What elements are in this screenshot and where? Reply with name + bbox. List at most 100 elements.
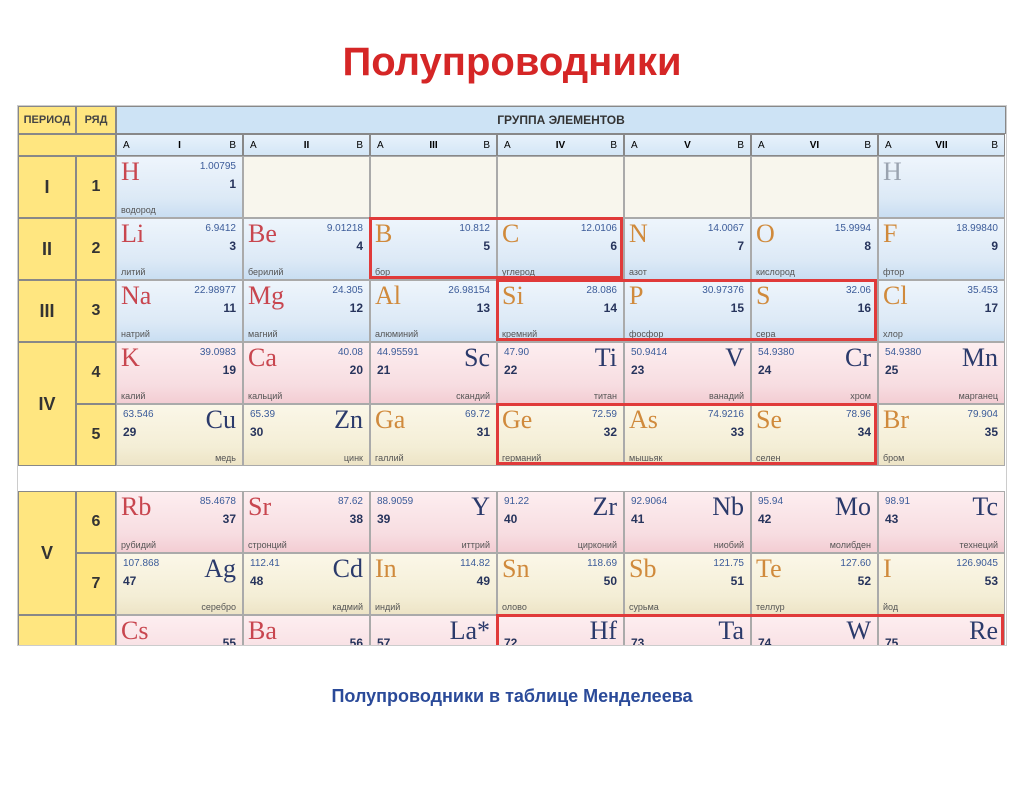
- row-1: 1: [76, 156, 116, 218]
- element-mass: 9.01218: [327, 223, 363, 234]
- caption: Полупроводники в таблице Менделеева: [0, 686, 1024, 707]
- element-cell-Se: Se 78.96 34 селен: [751, 404, 878, 466]
- period-III: III: [18, 280, 76, 342]
- period-V: V: [18, 491, 76, 615]
- header-period: ПЕРИОД: [18, 106, 76, 134]
- element-number: 49: [477, 574, 490, 588]
- element-number: 15: [731, 301, 744, 315]
- element-number: 14: [604, 301, 617, 315]
- element-symbol: Hf: [590, 618, 617, 644]
- element-name: натрий: [121, 329, 150, 339]
- element-number: 74: [758, 636, 771, 645]
- element-number: 23: [631, 363, 644, 377]
- element-cell-Ge: Ge 72.59 32 германий: [497, 404, 624, 466]
- element-name: сера: [756, 329, 776, 339]
- element-number: 73: [631, 636, 644, 645]
- element-mass: 98.91: [885, 496, 910, 507]
- element-cell-Li: Li 6.9412 3 литий: [116, 218, 243, 280]
- element-number: 33: [731, 425, 744, 439]
- element-mass: 78.96: [846, 409, 871, 420]
- element-cell-H: H: [878, 156, 1005, 218]
- element-number: 37: [223, 512, 236, 526]
- element-number: 25: [885, 363, 898, 377]
- element-name: магний: [248, 329, 278, 339]
- element-symbol: Cl: [883, 283, 908, 309]
- element-name: углерод: [502, 267, 535, 277]
- element-name: рубидий: [121, 540, 156, 550]
- element-symbol: Rb: [121, 494, 151, 520]
- element-number: 8: [864, 239, 871, 253]
- element-name: стронций: [248, 540, 287, 550]
- element-name: бром: [883, 453, 904, 463]
- element-cell-Mg: Mg 24.305 12 магний: [243, 280, 370, 342]
- element-mass: 14.0067: [708, 223, 744, 234]
- element-name: кислород: [756, 267, 795, 277]
- element-symbol: Na: [121, 283, 151, 309]
- element-mass: 92.9064: [631, 496, 667, 507]
- element-mass: 74.9216: [708, 409, 744, 420]
- element-name: иттрий: [462, 540, 490, 550]
- element-number: 47: [123, 574, 136, 588]
- element-mass: 35.453: [967, 285, 998, 296]
- element-number: 51: [731, 574, 744, 588]
- element-number: 31: [477, 425, 490, 439]
- element-name: германий: [502, 453, 541, 463]
- element-number: 9: [991, 239, 998, 253]
- element-number: 39: [377, 512, 390, 526]
- element-name: индий: [375, 602, 400, 612]
- element-symbol: Te: [756, 556, 782, 582]
- element-name: технеций: [959, 540, 998, 550]
- element-symbol: H: [883, 159, 902, 185]
- element-name: кремний: [502, 329, 537, 339]
- element-cell-Cd: Cd 112.41 48 кадмий: [243, 553, 370, 615]
- element-number: 29: [123, 425, 136, 439]
- element-name: водород: [121, 205, 156, 215]
- element-symbol: H: [121, 159, 140, 185]
- element-cell-Cr: Cr 54.9380 24 хром: [751, 342, 878, 404]
- element-mass: 112.41: [250, 558, 280, 569]
- element-symbol: Cd: [333, 556, 363, 582]
- element-number: 41: [631, 512, 644, 526]
- element-symbol: As: [629, 407, 658, 433]
- element-name: молибден: [830, 540, 871, 550]
- element-symbol: Re: [969, 618, 998, 644]
- element-cell-V: V 50.9414 23 ванадий: [624, 342, 751, 404]
- period-II: II: [18, 218, 76, 280]
- element-cell-empty: [370, 156, 497, 218]
- element-mass: 32.06: [846, 285, 871, 296]
- element-cell-S: S 32.06 16 сера: [751, 280, 878, 342]
- element-cell-In: In 114.82 49 индий: [370, 553, 497, 615]
- element-number: 57: [377, 636, 390, 645]
- element-cell-Ag: Ag 107.868 47 серебро: [116, 553, 243, 615]
- element-mass: 44.95591: [377, 347, 419, 358]
- element-cell-K: K 39.0983 19 калий: [116, 342, 243, 404]
- element-cell-Mn: Mn 54.9380 25 марганец: [878, 342, 1005, 404]
- row-7: 7: [76, 553, 116, 615]
- element-mass: 6.9412: [205, 223, 236, 234]
- element-mass: 121.75: [713, 558, 744, 569]
- element-cell-Cl: Cl 35.453 17 хлор: [878, 280, 1005, 342]
- element-symbol: V: [725, 345, 744, 371]
- element-number: 16: [858, 301, 871, 315]
- element-cell-Al: Al 26.98154 13 алюминий: [370, 280, 497, 342]
- element-cell-H: H 1.00795 1 водород: [116, 156, 243, 218]
- row-3: 3: [76, 280, 116, 342]
- element-cell-C: C 12.0106 6 углерод: [497, 218, 624, 280]
- element-mass: 72.59: [592, 409, 617, 420]
- element-cell-Si: Si 28.086 14 кремний: [497, 280, 624, 342]
- element-name: титан: [594, 391, 617, 401]
- group-col-III: AIIIB: [370, 134, 497, 156]
- element-symbol: Zn: [334, 407, 363, 433]
- element-name: хром: [850, 391, 871, 401]
- element-symbol: In: [375, 556, 397, 582]
- element-mass: 63.546: [123, 409, 154, 420]
- element-number: 40: [504, 512, 517, 526]
- element-symbol: S: [756, 283, 770, 309]
- element-mass: 10.812: [459, 223, 490, 234]
- element-mass: 18.99840: [956, 223, 998, 234]
- element-number: 3: [229, 239, 236, 253]
- element-cell-Zr: Zr 91.22 40 цирконий: [497, 491, 624, 553]
- element-number: 1: [229, 177, 236, 191]
- element-name: скандий: [456, 391, 490, 401]
- element-mass: 1.00795: [200, 161, 236, 172]
